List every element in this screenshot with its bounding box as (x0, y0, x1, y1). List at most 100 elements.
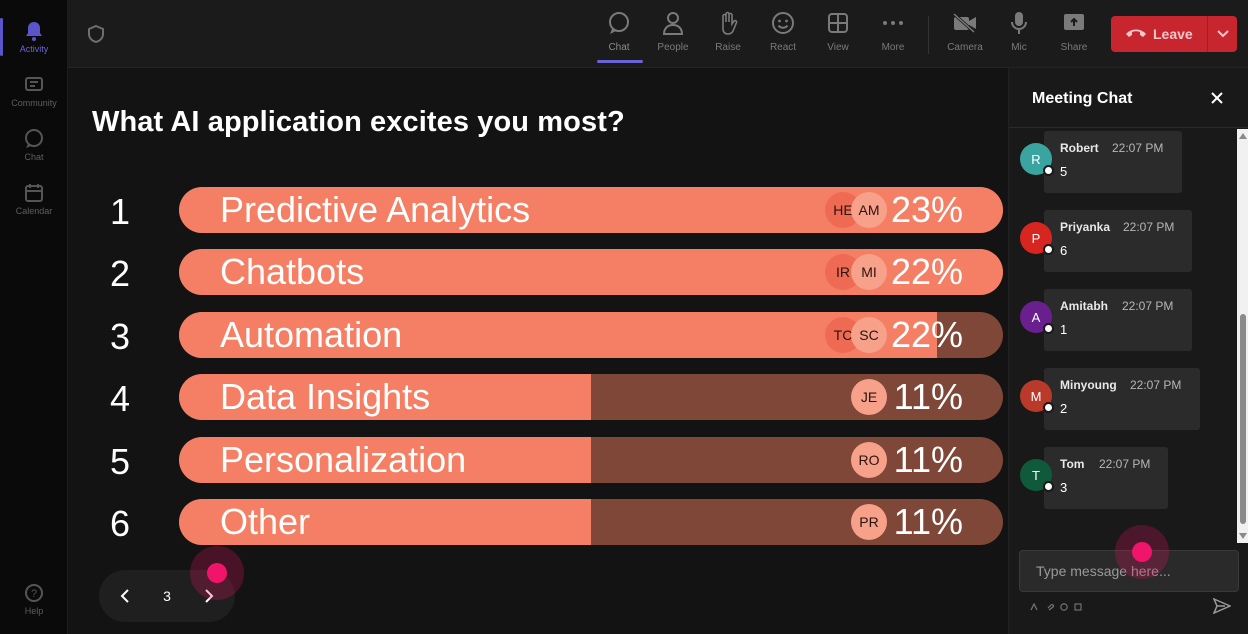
toolbar-button-label: View (827, 42, 849, 53)
click-indicator (1115, 525, 1169, 579)
toolbar-button-label: Raise (715, 42, 741, 53)
rail-item-activity[interactable]: Activity (0, 12, 68, 62)
result-bar: Chatbots 22% IR MI (179, 249, 1003, 295)
community-icon (23, 74, 45, 96)
option-label: Predictive Analytics (220, 189, 531, 230)
attach-icon[interactable] (1045, 602, 1055, 612)
option-label: Chatbots (220, 251, 365, 292)
poll-option-row: 4 Data Insights 11% JE (68, 374, 1008, 422)
rail-item-calendar[interactable]: Calendar (0, 174, 68, 224)
more-icon (880, 10, 906, 36)
message-text: 5 (1060, 164, 1068, 179)
mic-icon (1006, 10, 1032, 36)
page-number: 3 (163, 588, 171, 604)
close-icon[interactable] (1207, 88, 1227, 108)
chat-header: Meeting Chat (1009, 68, 1248, 128)
rail-item-help[interactable]: ? Help (0, 574, 68, 624)
message-time: 22:07 PM (1130, 378, 1182, 392)
message-text: 1 (1060, 322, 1068, 337)
message-input[interactable] (1020, 551, 1238, 591)
send-icon[interactable] (1212, 597, 1233, 618)
toolbar-react-button[interactable]: React (758, 10, 808, 60)
toolbar-mic-button[interactable]: Mic (994, 10, 1044, 60)
left-rail: Activity Community Chat Calendar ? Help (0, 0, 68, 634)
voter-avatar: RO (851, 442, 887, 478)
poll-option-row: 3 Automation 22% TC SC (68, 312, 1008, 360)
result-bar: Personalization 11% RO (179, 437, 1003, 483)
toolbar-raise-button[interactable]: Raise (703, 10, 753, 60)
toolbar-button-label: Mic (1011, 42, 1027, 53)
result-bar: Data Insights 11% JE (179, 374, 1003, 420)
poll-option-row: 1 Predictive Analytics 23% HE AM (68, 187, 1008, 235)
toolbar-chat-button[interactable]: Chat (594, 10, 644, 63)
previous-page-button[interactable] (113, 584, 137, 608)
meeting-toolbar: Chat People Raise React View (68, 0, 1248, 68)
presence-status-icon (1043, 165, 1054, 176)
option-percentage: 22% (890, 314, 963, 355)
poll-option-row: 6 Other 11% PR (68, 499, 1008, 547)
toolbar-button-label: Camera (947, 42, 983, 53)
format-text-icon[interactable] (1029, 602, 1039, 612)
presence-status-icon (1043, 402, 1054, 413)
toolbar-button-label: Share (1060, 42, 1088, 53)
sender-name: Amitabh (1060, 299, 1108, 313)
chat-message: Robert 22:07 PM 5 R (1009, 131, 1237, 195)
message-bubble: Robert 22:07 PM 5 (1044, 131, 1182, 193)
toolbar-button-label: Chat (608, 42, 630, 53)
share-icon (1061, 10, 1087, 36)
gif-icon[interactable] (1073, 602, 1083, 612)
avatar[interactable]: P (1020, 222, 1052, 254)
next-page-button[interactable] (197, 584, 221, 608)
message-bubble: Amitabh 22:07 PM 1 (1044, 289, 1192, 351)
scroll-thumb[interactable] (1240, 314, 1246, 524)
scroll-down-icon[interactable] (1239, 533, 1247, 539)
toolbar-view-button[interactable]: View (813, 10, 863, 60)
scroll-up-icon[interactable] (1239, 133, 1247, 139)
toolbar-button-label: React (769, 42, 797, 53)
grid-icon (825, 10, 851, 36)
option-percentage: 23% (890, 189, 963, 230)
chat-message: Tom 22:07 PM 3 T (1009, 447, 1237, 511)
presence-status-icon (1043, 481, 1054, 492)
calendar-icon (23, 182, 45, 204)
result-bar: Automation 22% TC SC (179, 312, 1003, 358)
result-bar: Other 11% PR (179, 499, 1003, 545)
chat-scrollbar[interactable] (1237, 129, 1248, 543)
toolbar-share-button[interactable]: Share (1049, 10, 1099, 60)
result-bar-fill (179, 499, 591, 545)
toolbar-people-button[interactable]: People (648, 10, 698, 60)
message-text: 2 (1060, 401, 1068, 416)
rail-item-chat[interactable]: Chat (0, 120, 68, 170)
chevron-down-icon[interactable] (1207, 16, 1237, 52)
chat-icon (606, 10, 632, 36)
rail-item-label: Chat (24, 152, 44, 162)
message-bubble: Minyoung 22:07 PM 2 (1044, 368, 1200, 430)
poll-option-row: 2 Chatbots 22% IR MI (68, 249, 1008, 297)
voter-avatar: JE (851, 379, 887, 415)
emoji-icon[interactable] (1059, 602, 1069, 612)
rail-item-community[interactable]: Community (0, 66, 68, 116)
leave-button[interactable]: Leave (1111, 16, 1237, 52)
meeting-chat-panel: Meeting Chat Robert 22:07 PM 5 R Priyanka 22:… (1008, 68, 1248, 634)
option-percentage: 11% (893, 376, 963, 417)
option-percentage: 11% (893, 501, 963, 542)
rail-item-label: Activity (19, 44, 49, 54)
toolbar-more-button[interactable]: More (868, 10, 918, 60)
help-icon: ? (23, 582, 45, 604)
message-time: 22:07 PM (1123, 220, 1175, 234)
chat-icon (23, 128, 45, 150)
option-percentage: 22% (890, 251, 963, 292)
shield-icon[interactable] (86, 24, 106, 44)
poll-question: What AI application excites you most? (92, 106, 625, 138)
chat-message: Minyoung 22:07 PM 2 M (1009, 368, 1237, 432)
camera-off-icon (952, 10, 978, 36)
toolbar-camera-button[interactable]: Camera (940, 10, 990, 60)
option-label: Data Insights (220, 376, 431, 417)
voter-avatar: PR (851, 504, 887, 540)
message-time: 22:07 PM (1122, 299, 1174, 313)
message-time: 22:07 PM (1099, 457, 1151, 471)
message-bubble: Tom 22:07 PM 3 (1044, 447, 1168, 509)
sender-name: Robert (1060, 141, 1099, 155)
option-number: 5 (109, 441, 131, 482)
